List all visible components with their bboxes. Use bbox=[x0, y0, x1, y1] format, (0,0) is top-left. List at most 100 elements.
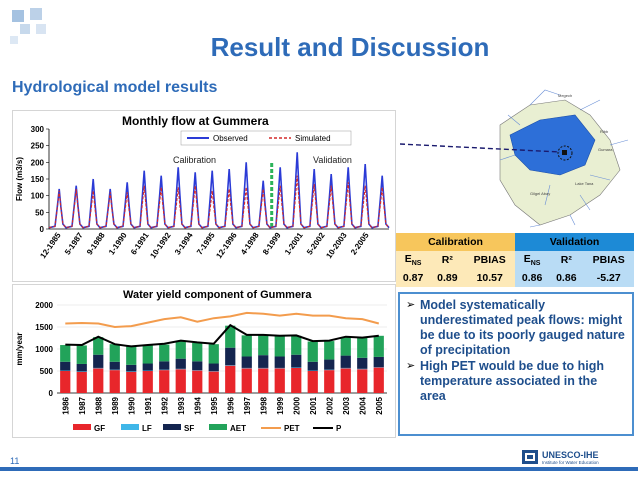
decor-square bbox=[12, 10, 24, 22]
x-tick-label: 1994 bbox=[193, 396, 202, 414]
bar-aet bbox=[93, 337, 104, 355]
x-tick-label: 5-2002 bbox=[305, 231, 327, 257]
x-tick-label: 2001 bbox=[309, 396, 318, 414]
bar-aet bbox=[241, 335, 252, 357]
x-tick-label: 1995 bbox=[210, 396, 219, 414]
bar-gf bbox=[307, 371, 318, 393]
pbias-val-header: PBIAS bbox=[583, 251, 634, 269]
unesco-logo-icon bbox=[522, 450, 538, 464]
bar-gf bbox=[192, 370, 203, 393]
bar-sf bbox=[357, 357, 368, 369]
bar-gf bbox=[93, 368, 104, 393]
x-tick-label: 2002 bbox=[325, 396, 334, 414]
legend-p-label: P bbox=[336, 424, 342, 433]
ens-val-value: 0.86 bbox=[514, 269, 550, 287]
y-tick-label: 200 bbox=[31, 158, 45, 167]
bar-gf bbox=[60, 371, 71, 393]
x-tick-label: 1992 bbox=[160, 396, 169, 414]
svg-text:Megech: Megech bbox=[558, 93, 572, 98]
bar-gf bbox=[357, 369, 368, 393]
finding-text: High PET would be due to high temperatur… bbox=[420, 359, 605, 403]
legend-simulated-label: Simulated bbox=[295, 134, 331, 143]
x-tick-label: 10-1992 bbox=[148, 231, 173, 261]
legend-box bbox=[180, 130, 352, 146]
y-tick-label: 300 bbox=[31, 125, 45, 134]
validation-label: Validation bbox=[313, 155, 352, 165]
bar-aet bbox=[357, 338, 368, 358]
legend-observed-label: Observed bbox=[213, 134, 248, 143]
y-tick-label: 2000 bbox=[35, 301, 53, 310]
x-tick-label: 6-1991 bbox=[129, 231, 151, 257]
line-pet bbox=[65, 311, 380, 329]
y-axis-label: mm/year bbox=[15, 333, 24, 366]
legend-sf-swatch bbox=[163, 424, 181, 430]
bar-aet bbox=[208, 344, 219, 364]
legend-pet-label: PET bbox=[284, 424, 300, 433]
legend-aet-swatch bbox=[209, 424, 227, 430]
y-tick-label: 100 bbox=[31, 192, 45, 201]
x-tick-label: 12-1985 bbox=[38, 231, 63, 261]
x-tick-label: 2003 bbox=[342, 396, 351, 414]
bar-sf bbox=[291, 354, 302, 368]
x-tick-label: 1988 bbox=[94, 396, 103, 414]
x-tick-label: 7-1995 bbox=[195, 231, 217, 257]
y-tick-label: 500 bbox=[40, 367, 54, 376]
bar-sf bbox=[192, 361, 203, 371]
bar-sf bbox=[93, 354, 104, 368]
bar-sf bbox=[258, 355, 269, 368]
slide-subtitle: Hydrological model results bbox=[12, 79, 218, 96]
y-tick-label: 0 bbox=[40, 225, 45, 234]
flow-chart-title: Monthly flow at Gummera bbox=[118, 114, 273, 128]
bar-sf bbox=[225, 347, 236, 366]
legend-aet-label: AET bbox=[230, 424, 246, 433]
yield-chart-title: Water yield component of Gummera bbox=[123, 289, 312, 301]
r2-val-header: R² bbox=[549, 251, 584, 269]
bar-gf bbox=[208, 371, 219, 393]
decor-square bbox=[30, 8, 42, 20]
bar-aet bbox=[324, 341, 335, 360]
bar-sf bbox=[159, 361, 170, 370]
x-tick-label: 1990 bbox=[127, 396, 136, 414]
finding-item: ➢ Model systematically underestimated pe… bbox=[406, 298, 626, 358]
bar-sf bbox=[340, 355, 351, 368]
bar-sf bbox=[142, 363, 153, 371]
bar-aet bbox=[60, 345, 71, 362]
line-p bbox=[65, 323, 379, 348]
x-tick-label: 2000 bbox=[292, 396, 301, 414]
x-tick-label: 1997 bbox=[243, 396, 252, 414]
bar-aet bbox=[291, 335, 302, 355]
finding-item: ➢ High PET would be due to high temperat… bbox=[406, 359, 626, 404]
bar-sf bbox=[274, 356, 285, 368]
ens-cal-value: 0.87 bbox=[402, 272, 424, 284]
bar-gf bbox=[159, 370, 170, 393]
x-tick-label: 8-1999 bbox=[261, 231, 283, 257]
x-tick-label: 12-1996 bbox=[214, 231, 239, 261]
svg-text:Lake Tana: Lake Tana bbox=[575, 181, 594, 186]
bar-aet bbox=[175, 341, 186, 359]
bar-sf bbox=[373, 356, 384, 368]
y-tick-label: 0 bbox=[49, 389, 54, 398]
bar-gf bbox=[109, 370, 120, 393]
x-tick-label: 1993 bbox=[177, 396, 186, 414]
x-tick-label: 1989 bbox=[111, 396, 120, 414]
page-number: 11 bbox=[10, 456, 20, 466]
bar-gf bbox=[274, 368, 285, 393]
flow-chart-panel: 0 50 100 150 200 250 300 Flow (m3/s) Observed Sim… bbox=[12, 110, 396, 282]
svg-text:Gumara: Gumara bbox=[598, 147, 613, 152]
legend-sf-label: SF bbox=[184, 424, 194, 433]
bar-sf bbox=[76, 363, 87, 372]
x-tick-label: 10-2003 bbox=[324, 231, 349, 261]
x-tick-label: 1998 bbox=[259, 396, 268, 414]
y-axis-label: Flow (m3/s) bbox=[15, 157, 24, 201]
bar-aet bbox=[126, 346, 137, 365]
calibration-header: Calibration bbox=[396, 233, 515, 251]
pbias-cal-value: 10.57 bbox=[476, 272, 503, 284]
bar-gf bbox=[340, 368, 351, 393]
x-tick-label: 3-1994 bbox=[173, 231, 195, 257]
findings-box: ➢ Model systematically underestimated pe… bbox=[398, 292, 634, 436]
legend-lf-swatch bbox=[121, 424, 139, 430]
y-tick-label: 150 bbox=[31, 175, 45, 184]
bar-sf bbox=[324, 359, 335, 370]
yield-chart-panel: Water yield component of Gummera 0 500 1000… bbox=[12, 284, 396, 438]
y-tick-label: 1000 bbox=[35, 345, 53, 354]
